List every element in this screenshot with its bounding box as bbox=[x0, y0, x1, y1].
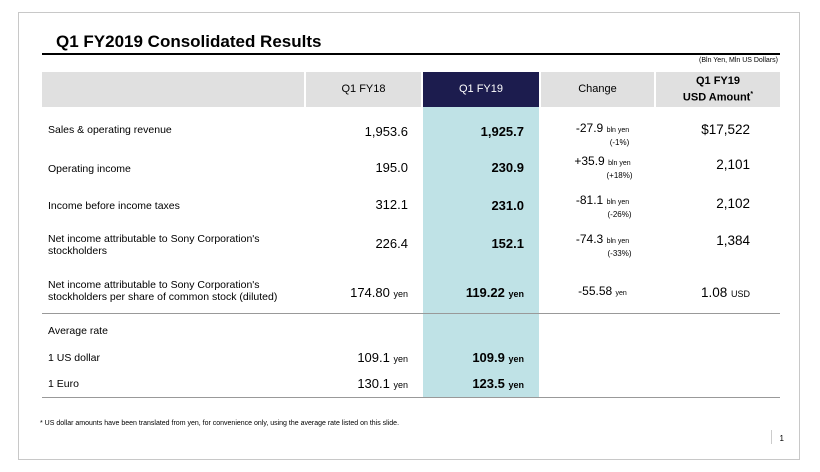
eps-q18-unit: yen bbox=[393, 289, 408, 299]
sales-change: -27.9 bln yen (-1%) bbox=[555, 122, 650, 149]
eps-usd: 1.08 USD bbox=[701, 285, 750, 300]
row-label-operating-income: Operating income bbox=[48, 163, 131, 175]
net-income-change-value: -74.3 bbox=[575, 232, 604, 246]
eps-change-unit: yen bbox=[615, 290, 627, 297]
operating-income-change-unit: bln yen bbox=[608, 160, 631, 167]
sales-change-pct: (-1%) bbox=[609, 138, 630, 147]
header-usd-line2: USD Amount* bbox=[683, 88, 753, 105]
usd-rate-q18-value: 109.1 bbox=[357, 350, 390, 365]
row-label-eps: Net income attributable to Sony Corporat… bbox=[48, 279, 277, 303]
eps-q18: 174.80 yen bbox=[350, 285, 408, 300]
income-before-taxes-q19: 231.0 bbox=[491, 198, 524, 213]
header-usd-footnote-mark: * bbox=[750, 90, 754, 98]
euro-rate-q19-unit: yen bbox=[508, 380, 524, 390]
operating-income-q18: 195.0 bbox=[375, 160, 408, 175]
income-before-taxes-change-unit: bln yen bbox=[606, 199, 630, 206]
eps-q19: 119.22 yen bbox=[466, 285, 524, 300]
usd-rate-q18: 109.1 yen bbox=[357, 350, 408, 365]
page-number-separator bbox=[771, 430, 772, 444]
usd-rate-q18-unit: yen bbox=[393, 354, 408, 364]
usd-rate-q19-value: 109.9 bbox=[472, 350, 505, 365]
income-before-taxes-usd: 2,102 bbox=[716, 196, 750, 211]
page-number: 1 bbox=[779, 434, 784, 443]
net-income-usd: 1,384 bbox=[716, 233, 750, 248]
euro-rate-q18-unit: yen bbox=[393, 380, 408, 390]
eps-q19-value: 119.22 bbox=[465, 285, 505, 300]
eps-label-line1: Net income attributable to Sony Corporat… bbox=[48, 279, 260, 291]
row-label-us-dollar: 1 US dollar bbox=[48, 352, 100, 364]
title-underline bbox=[42, 53, 780, 55]
net-income-q19: 152.1 bbox=[491, 236, 524, 251]
income-before-taxes-change-pct: (-26%) bbox=[607, 210, 632, 219]
sales-change-unit: bln yen bbox=[606, 127, 630, 134]
units-note: (Bln Yen, Mln US Dollars) bbox=[699, 57, 778, 64]
footnote: * US dollar amounts have been translated… bbox=[40, 420, 400, 427]
operating-income-change: +35.9 bln yen (+18%) bbox=[555, 155, 650, 182]
operating-income-q19: 230.9 bbox=[491, 160, 524, 175]
slide-frame bbox=[18, 12, 800, 460]
income-before-taxes-q18: 312.1 bbox=[375, 197, 408, 212]
eps-label-line2: stockholders per share of common stock (… bbox=[48, 291, 278, 303]
eps-usd-unit: USD bbox=[730, 289, 750, 299]
usd-rate-q19: 109.9 yen bbox=[472, 350, 524, 365]
sales-q19: 1,925.7 bbox=[480, 124, 524, 139]
income-before-taxes-change: -81.1 bln yen (-26%) bbox=[555, 194, 650, 221]
sales-q18: 1,953.6 bbox=[364, 124, 408, 139]
page-title: Q1 FY2019 Consolidated Results bbox=[56, 32, 322, 51]
table-bottom-rule bbox=[42, 397, 780, 398]
sales-change-value: -27.9 bbox=[575, 121, 604, 135]
row-label-sales: Sales & operating revenue bbox=[48, 124, 172, 136]
usd-rate-q19-unit: yen bbox=[508, 354, 524, 364]
header-usd-line1: Q1 FY19 bbox=[695, 74, 741, 87]
eps-q18-value: 174.80 bbox=[350, 285, 390, 300]
row-label-euro: 1 Euro bbox=[48, 378, 79, 390]
eps-usd-value: 1.08 bbox=[700, 285, 728, 300]
net-income-q18: 226.4 bbox=[375, 236, 408, 251]
operating-income-change-value: +35.9 bbox=[574, 154, 605, 168]
euro-rate-q18-value: 130.1 bbox=[357, 376, 390, 391]
sales-usd: $17,522 bbox=[701, 122, 750, 137]
net-income-change-unit: bln yen bbox=[606, 238, 630, 245]
net-income-change: -74.3 bln yen (-33%) bbox=[555, 233, 650, 260]
header-change: Change bbox=[541, 72, 654, 107]
row-label-income-before-taxes: Income before income taxes bbox=[48, 200, 180, 212]
net-income-label-line2: stockholders bbox=[48, 245, 107, 257]
operating-income-usd: 2,101 bbox=[716, 157, 750, 172]
eps-change-value: -55.58 bbox=[578, 284, 613, 298]
header-usd-line2-text: USD Amount bbox=[682, 91, 751, 104]
header-blank-cell bbox=[42, 72, 304, 107]
net-income-label-line1: Net income attributable to Sony Corporat… bbox=[48, 233, 260, 245]
euro-rate-q19-value: 123.5 bbox=[472, 376, 505, 391]
euro-rate-q19: 123.5 yen bbox=[472, 376, 524, 391]
header-usd-amount: Q1 FY19 USD Amount* bbox=[656, 72, 780, 107]
q1-fy19-highlight-column bbox=[423, 107, 539, 397]
eps-change: -55.58 yen bbox=[555, 285, 650, 300]
section-divider bbox=[42, 313, 780, 314]
eps-q19-unit: yen bbox=[508, 289, 524, 299]
net-income-change-pct: (-33%) bbox=[607, 249, 632, 258]
average-rate-heading: Average rate bbox=[48, 325, 108, 337]
header-q1-fy18: Q1 FY18 bbox=[306, 72, 421, 107]
euro-rate-q18: 130.1 yen bbox=[357, 376, 408, 391]
header-q1-fy19: Q1 FY19 bbox=[423, 72, 539, 107]
operating-income-change-pct: (+18%) bbox=[606, 171, 633, 180]
row-label-net-income: Net income attributable to Sony Corporat… bbox=[48, 233, 260, 257]
income-before-taxes-change-value: -81.1 bbox=[575, 193, 604, 207]
